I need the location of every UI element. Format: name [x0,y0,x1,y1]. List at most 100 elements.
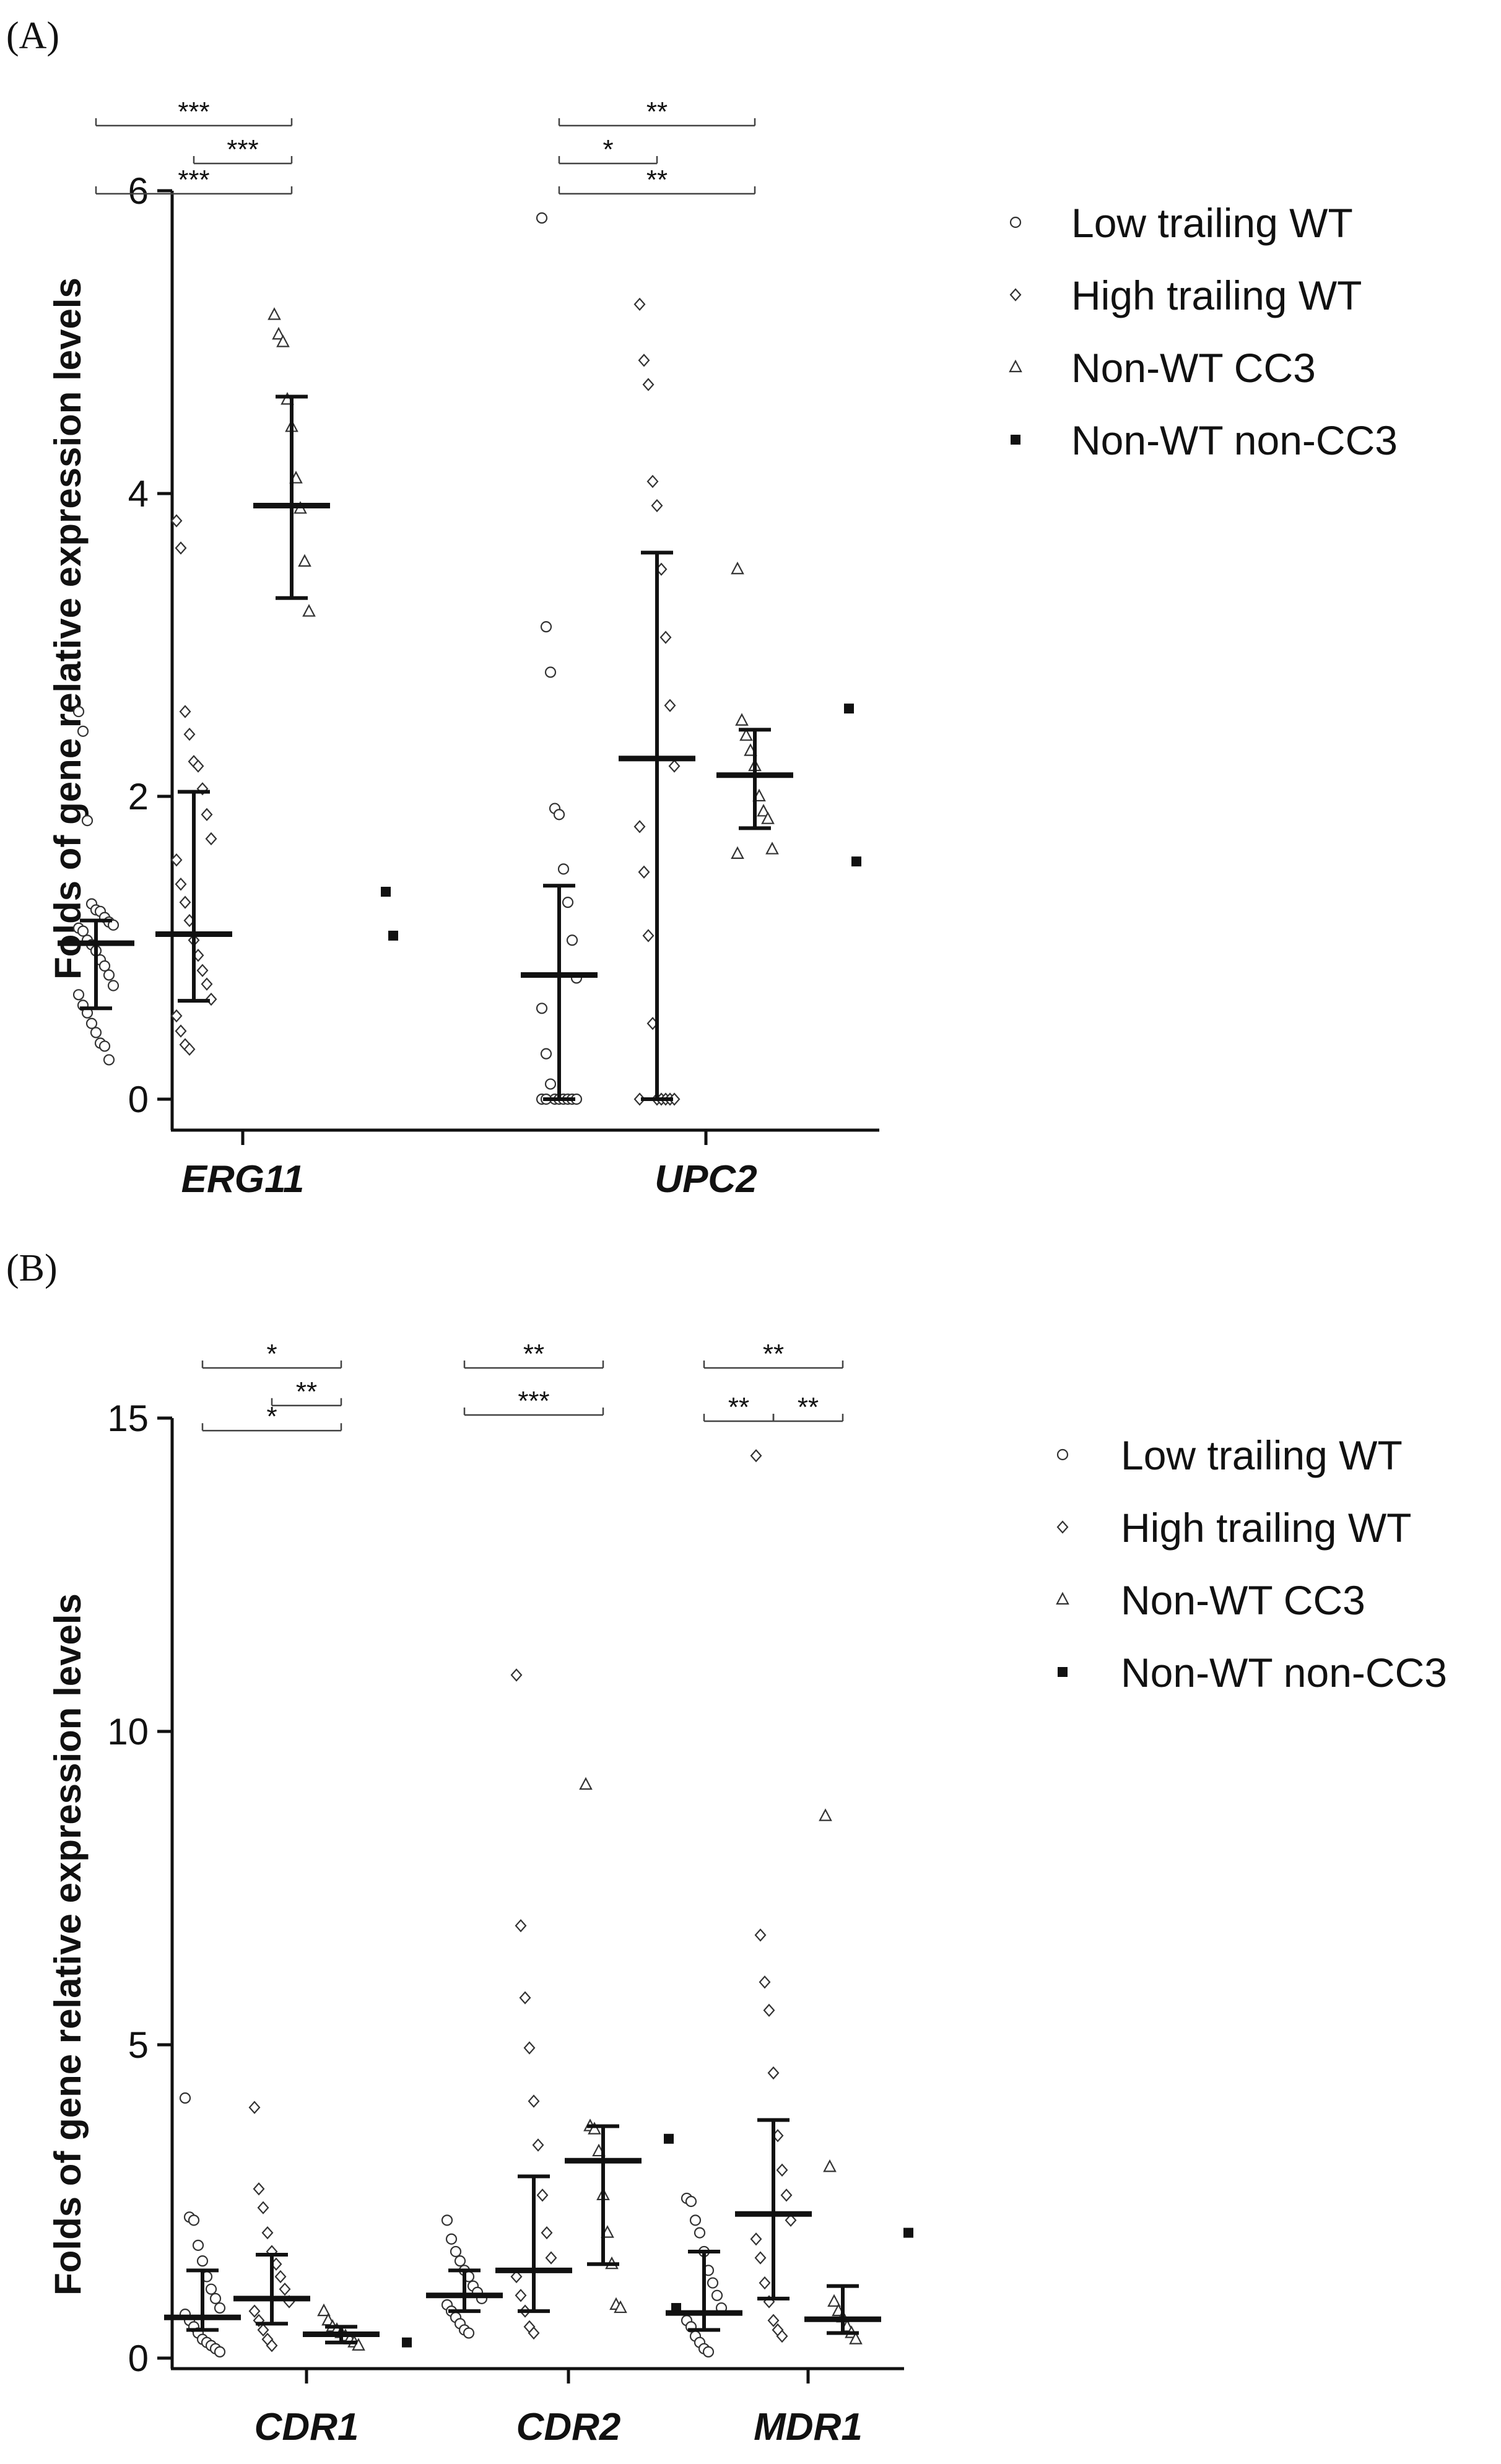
panel-a-point-non-wt-non-cc3-erg11 [388,930,398,941]
panel-b-point-high-trailing-wt-cdr1 [257,2323,269,2337]
panel-a-y-tick-label: 0 [128,1079,149,1120]
panel-b-category-label-cdr2: CDR2 [516,2406,621,2449]
panel-a-significance-label: ** [646,165,668,195]
panel-a-point-high-trailing-wt-upc2 [642,929,655,943]
panel-a-point-non-wt-cc3-upc2 [765,842,779,855]
panel-b-legend-label-non-wt-non-cc3: Non-WT non-CC3 [1121,1650,1447,1696]
panel-a-y-ticks: 0 2 4 6 [128,170,172,1120]
panel-b-point-high-trailing-wt-cdr2 [536,2188,549,2202]
panel-b-point-low-trailing-wt-cdr1 [205,2283,217,2295]
panel-a-y-tick-label: 4 [128,473,149,515]
panel-a-point-high-trailing-wt-upc2 [659,630,672,644]
panel-b-point-high-trailing-wt-cdr1 [257,2201,269,2214]
panel-a-category-labels: ERG11 UPC2 [181,1130,757,1201]
panel-a-point-low-trailing-wt-erg11 [85,1017,98,1029]
panel-b-point-low-trailing-wt-cdr2 [454,2255,466,2267]
panel-a-significance-label: ** [646,97,668,127]
panel-b-point-high-trailing-wt-mdr1 [754,1928,767,1942]
panel-a-point-high-trailing-wt-erg11 [205,832,217,846]
panel-b-point-low-trailing-wt-mdr1 [711,2289,723,2301]
panel-a-point-high-trailing-wt-erg11 [201,977,213,991]
panel-a-point-non-wt-cc3-upc2 [731,846,744,860]
panel-b-point-non-wt-cc3-mdr1 [849,2331,863,2344]
panel-b-point-high-trailing-wt-cdr2 [519,1991,531,2005]
panel-b-y-ticks: 0 5 10 15 [107,1398,172,2379]
panel-b-point-low-trailing-wt-cdr1 [192,2239,204,2251]
panel-a-point-non-wt-cc3-erg11 [268,307,281,320]
panel-b-point-high-trailing-wt-mdr1 [754,2251,767,2265]
panel-b-point-high-trailing-wt-cdr2 [528,2326,540,2340]
panel-a-point-low-trailing-wt-erg11 [98,1040,111,1052]
panel-a-point-high-trailing-wt-upc2 [633,297,646,311]
panel-a-point-low-trailing-wt-upc2 [536,212,548,224]
panel-b-point-non-wt-non-cc3-cdr1 [402,2337,412,2348]
panel-b-point-high-trailing-wt-mdr1 [780,2188,793,2202]
panel-b-point-high-trailing-wt-cdr2 [515,1919,527,1933]
panel-a-point-high-trailing-wt-upc2 [651,498,663,513]
panel-b-point-high-trailing-wt-mdr1 [750,2232,762,2246]
panel-b-significance-label: *** [518,1386,549,1416]
panel-a-point-low-trailing-wt-upc2 [557,863,570,875]
panel-a-point-non-wt-cc3-erg11 [276,334,290,347]
panel-a-point-non-wt-non-cc3-upc2 [851,856,861,867]
panel-b-point-non-wt-cc3-cdr2 [614,2300,627,2314]
panel-b-point-high-trailing-wt-mdr1 [785,2213,797,2227]
panel-b-point-high-trailing-wt-mdr1 [763,2003,775,2017]
panel-a-point-high-trailing-wt-upc2 [664,699,676,712]
panel-b-point-high-trailing-wt-cdr2 [510,1668,523,1682]
panel-a-point-high-trailing-wt-upc2 [668,759,681,773]
panel-b-point-high-trailing-wt-cdr1 [253,2182,265,2196]
panel-a-point-high-trailing-wt-erg11 [196,964,209,977]
panel-b-point-non-wt-cc3-mdr1 [823,2159,837,2172]
panel-b-significance-label: ** [296,1377,317,1407]
panel-a-point-high-trailing-wt-erg11 [170,514,183,528]
panel-a-point-low-trailing-wt-erg11 [72,989,85,1001]
panel-b-y-tick-label: 5 [128,2024,149,2066]
panel-b: (B) Folds of gene relative expression le… [6,1247,1447,2449]
panel-a-point-low-trailing-wt-upc2 [562,897,574,908]
panel-b-points [179,1449,913,2357]
panel-a-significance: ************** [95,97,756,195]
panel-a-legend-marker-low-trailing-wt [1009,216,1022,229]
panel-b-point-low-trailing-wt-mdr1 [689,2214,702,2226]
panel-a-point-high-trailing-wt-upc2 [646,474,659,489]
panel-b-significance-label: ** [798,1392,819,1422]
panel-b-significance-label: ** [523,1339,544,1369]
panel-a-y-tick-label: 6 [128,170,149,212]
panel-b-y-tick-label: 15 [107,1398,149,1439]
panel-a-point-low-trailing-wt-upc2 [540,621,552,633]
panel-a-category-label-erg11: ERG11 [181,1158,305,1201]
panel-a-point-low-trailing-wt-upc2 [540,1048,552,1060]
panel-b-point-low-trailing-wt-mdr1 [702,2346,715,2357]
panel-a-point-high-trailing-wt-erg11 [175,1024,187,1038]
panel-a: (A) Folds of gene relative expression le… [6,15,1398,1201]
panel-a-point-non-wt-cc3-upc2 [761,811,775,824]
panel-a-category-label-upc2: UPC2 [655,1158,757,1201]
panel-a-point-low-trailing-wt-erg11 [72,705,85,718]
panel-b-point-low-trailing-wt-cdr2 [445,2233,458,2245]
panel-a-point-low-trailing-wt-erg11 [107,919,120,931]
panel-b-point-high-trailing-wt-cdr1 [266,2339,278,2353]
panel-a-point-low-trailing-wt-erg11 [107,980,120,991]
panel-a-point-non-wt-cc3-erg11 [298,554,311,567]
panel-a-point-low-trailing-wt-erg11 [81,815,94,827]
panel-a-point-low-trailing-wt-erg11 [98,960,111,972]
panel-b-point-low-trailing-wt-cdr1 [209,2292,222,2304]
panel-b-point-non-wt-cc3-cdr1 [352,2338,365,2351]
panel-b-point-low-trailing-wt-cdr1 [179,2092,191,2104]
panel-a-point-high-trailing-wt-erg11 [192,759,204,773]
panel-a-point-high-trailing-wt-upc2 [638,354,650,367]
panel-b-point-high-trailing-wt-mdr1 [767,2314,780,2327]
panel-a-point-low-trailing-wt-erg11 [90,1027,102,1038]
panel-b-point-high-trailing-wt-cdr1 [274,2270,287,2284]
panel-b-point-low-trailing-wt-mdr1 [694,2227,706,2239]
panel-b-point-non-wt-cc3-mdr1 [819,1808,832,1821]
panel-a-y-axis-label: Folds of gene relative expression levels [47,277,89,980]
panel-a-y-tick-label: 2 [128,776,149,817]
panel-b-point-high-trailing-wt-cdr2 [515,2289,527,2302]
panel-b-point-high-trailing-wt-cdr2 [541,2226,553,2240]
panel-b-y-tick-label: 0 [128,2338,149,2379]
panel-a-point-high-trailing-wt-erg11 [175,541,187,555]
panel-a-point-low-trailing-wt-upc2 [544,666,557,678]
